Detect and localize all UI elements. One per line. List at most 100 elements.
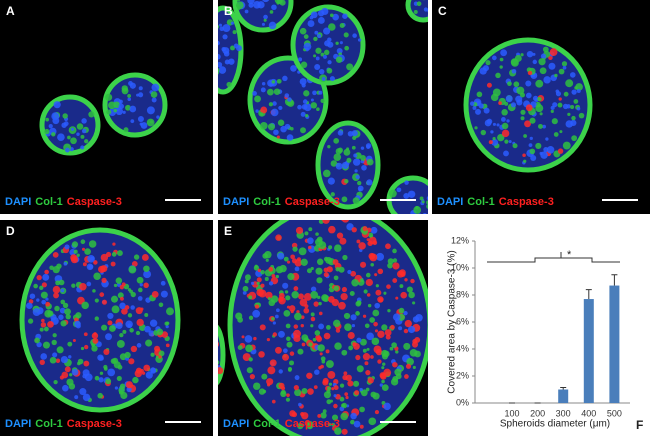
cell — [310, 316, 316, 322]
cell — [57, 133, 65, 142]
cell — [60, 355, 68, 364]
cell — [156, 115, 160, 119]
cell — [404, 319, 412, 328]
cell — [347, 380, 354, 387]
cell — [313, 301, 319, 307]
x-axis-title: Spheroids diameter (μm) — [500, 419, 610, 430]
cell — [278, 369, 283, 374]
cell — [529, 148, 536, 155]
cell — [290, 254, 296, 260]
cell — [392, 262, 400, 270]
cell — [351, 130, 358, 137]
cell — [129, 289, 134, 294]
cell — [166, 307, 174, 316]
cell — [323, 332, 331, 340]
cell — [267, 123, 276, 131]
cell — [39, 327, 44, 332]
cell — [363, 289, 368, 294]
cell — [314, 369, 320, 375]
cell — [328, 245, 333, 250]
cell — [548, 62, 556, 70]
cell — [264, 250, 272, 259]
cell — [297, 348, 304, 355]
cell — [535, 79, 544, 88]
cell — [137, 287, 143, 293]
cell — [222, 34, 228, 40]
cell — [345, 374, 352, 382]
cell — [305, 114, 309, 118]
cell — [327, 386, 332, 391]
cell — [301, 104, 308, 110]
cell — [335, 56, 343, 63]
cell — [246, 367, 253, 374]
cell — [535, 104, 544, 113]
cell — [319, 68, 325, 75]
cell — [310, 312, 315, 317]
cell — [550, 105, 555, 110]
cell — [392, 361, 398, 368]
cell — [334, 244, 342, 252]
cell — [165, 343, 170, 348]
cell — [294, 312, 302, 321]
cell — [120, 391, 128, 400]
cell — [71, 241, 79, 248]
cell — [64, 147, 70, 153]
cell — [355, 300, 362, 307]
cell — [259, 324, 266, 331]
stain-label: Col-1 — [253, 196, 281, 208]
bar — [558, 389, 569, 403]
cell — [256, 281, 260, 285]
cell — [261, 373, 268, 380]
stain-label: Col-1 — [467, 196, 495, 208]
cell — [339, 383, 345, 388]
cell — [330, 160, 338, 167]
cell — [539, 151, 543, 156]
cell — [41, 282, 47, 288]
cell — [342, 13, 348, 19]
cell — [310, 291, 319, 299]
cell — [520, 116, 525, 121]
cell — [552, 102, 558, 108]
cell — [105, 251, 112, 258]
cell — [527, 70, 533, 76]
cell — [75, 323, 81, 329]
y-axis-title: Covered area by Caspase-3 (%) — [447, 250, 458, 393]
cell — [317, 16, 325, 24]
cell — [271, 80, 276, 84]
cell — [372, 309, 380, 317]
cell — [289, 305, 296, 312]
cell — [278, 292, 285, 299]
micrograph — [432, 0, 650, 214]
cell — [355, 174, 360, 180]
cell — [253, 382, 261, 390]
cell — [237, 345, 243, 350]
cell — [318, 90, 323, 95]
cell — [117, 364, 123, 370]
cell — [100, 253, 109, 262]
stain-legend: DAPI Col-1 Caspase-3 — [5, 196, 122, 208]
cell — [143, 364, 151, 372]
cell — [161, 331, 168, 338]
cell — [51, 112, 60, 121]
cell — [357, 180, 362, 186]
cell — [499, 65, 503, 69]
cell — [64, 308, 71, 316]
cell — [119, 302, 126, 310]
cell — [490, 93, 499, 102]
cell — [399, 284, 404, 288]
cell — [266, 338, 270, 342]
cell — [351, 323, 356, 328]
cell — [276, 78, 282, 84]
cell — [326, 67, 333, 74]
cell — [415, 205, 419, 210]
cell — [500, 49, 508, 57]
cell — [404, 180, 409, 185]
cell — [300, 412, 305, 417]
cell — [297, 423, 304, 430]
cell — [272, 101, 277, 106]
cell — [333, 275, 339, 281]
y-tick-label: 12% — [451, 235, 469, 245]
cell — [318, 241, 327, 250]
cell — [286, 393, 290, 397]
cell — [350, 270, 357, 277]
